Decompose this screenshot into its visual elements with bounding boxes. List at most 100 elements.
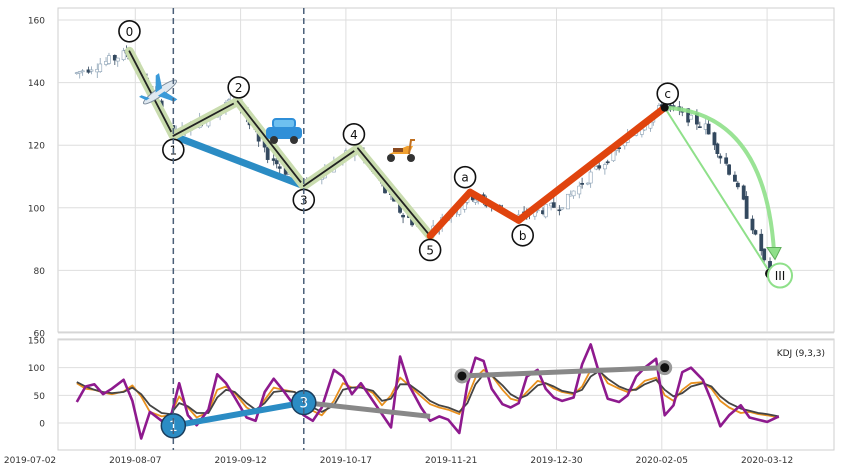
y-tick-label: 100 xyxy=(28,204,45,214)
wave-label-text: c xyxy=(664,87,671,101)
indicator-label: KDJ (9,3,3) xyxy=(777,349,825,359)
vertical-dashed-lines xyxy=(172,8,305,450)
x-tick-label: 2019-11-21 xyxy=(425,456,477,466)
candle-body xyxy=(115,57,120,62)
wave-label-circle xyxy=(418,238,442,262)
indicator-point-dot xyxy=(657,360,673,376)
impulse-wave-line xyxy=(357,147,432,237)
x-tick-label: 2020-02-05 xyxy=(636,456,688,466)
y-tick-label: 80 xyxy=(34,267,46,277)
indicator-point-dot xyxy=(454,368,470,384)
candle-body xyxy=(121,50,126,61)
wave-label-circle xyxy=(227,76,250,99)
candle-body xyxy=(759,233,764,252)
x-tick-label: 2019-09-12 xyxy=(214,456,266,466)
y-tick-label: 140 xyxy=(28,79,45,89)
candle-body xyxy=(715,143,720,154)
candle-body xyxy=(565,193,570,210)
impulse-wave-line xyxy=(172,100,239,137)
wave-labels: 012345abcIII xyxy=(118,19,794,289)
car-icon xyxy=(266,118,302,144)
wave-label-text: 4 xyxy=(350,128,358,142)
divergence-line xyxy=(169,132,308,190)
straight-arrow xyxy=(663,107,769,271)
candle-body xyxy=(277,166,282,169)
x-tick-label: 2019-08-07 xyxy=(109,456,161,466)
indicator-points: 13 xyxy=(160,360,673,439)
candle-body xyxy=(89,69,94,72)
x-tick-label: 2019-12-30 xyxy=(530,456,583,466)
candle-body xyxy=(712,132,717,146)
indicator-gridlines xyxy=(58,339,834,450)
candle-body xyxy=(735,182,740,188)
y-tick-label: 160 xyxy=(28,17,45,27)
point-c-dot xyxy=(660,103,669,112)
y-tick-label: 60 xyxy=(34,330,46,340)
candle-body xyxy=(718,155,723,159)
decorations xyxy=(139,73,415,162)
gray-top-line xyxy=(461,365,665,379)
candle-body xyxy=(98,63,103,72)
impulse-wave-line xyxy=(302,147,359,187)
candle-body xyxy=(727,164,731,175)
indicator-y-tick-labels: 0 50 100 150 xyxy=(28,337,45,430)
candle-body xyxy=(560,207,565,210)
candle-body xyxy=(588,171,593,184)
wave-label-circle xyxy=(656,82,680,105)
wave-label-circle xyxy=(118,19,141,43)
y-tick-label: 150 xyxy=(28,337,45,347)
candle-body xyxy=(112,55,117,61)
candle-body xyxy=(77,71,82,74)
candle-body xyxy=(706,123,711,135)
candle-body xyxy=(724,157,729,164)
indicator-panel-bg xyxy=(57,338,835,451)
corrective-wave-line xyxy=(426,188,474,240)
candle-body xyxy=(551,202,556,208)
main-gridlines xyxy=(58,8,834,334)
impulse-wave-line xyxy=(236,100,305,187)
x-tick-label: 2019-07-02 xyxy=(4,456,56,466)
candle-body xyxy=(762,248,767,261)
y-tick-label: 100 xyxy=(28,364,45,374)
x-tick-labels: 2019-07-02 2019-08-07 2019-09-12 2019-10-17… xyxy=(4,456,793,466)
candle-body xyxy=(585,182,590,185)
wave-label-text: a xyxy=(461,171,468,185)
candle-body xyxy=(750,218,755,231)
candle-body xyxy=(265,147,270,160)
blue-divergence-line xyxy=(172,399,305,429)
candle-body xyxy=(543,203,548,218)
arrow-head xyxy=(766,247,782,261)
y-tick-label: 0 xyxy=(39,420,45,430)
wave-label-circle xyxy=(511,224,535,247)
candle-body xyxy=(274,160,279,165)
main-panel-bg xyxy=(57,7,835,333)
candle-body xyxy=(580,182,585,185)
candle-body xyxy=(557,209,562,212)
candle-body xyxy=(107,55,111,64)
scooter-icon xyxy=(387,139,415,162)
wave-label-text: III xyxy=(775,269,786,283)
wave-label-circle xyxy=(342,123,366,146)
wave-label-text: 0 xyxy=(126,25,134,39)
candle-body xyxy=(753,230,758,235)
candle-body xyxy=(602,164,607,170)
wave-label-text: 5 xyxy=(426,243,434,257)
wave-label-circle xyxy=(453,165,477,189)
candle-body xyxy=(597,165,602,169)
wave-label-text: b xyxy=(519,229,527,243)
candle-body xyxy=(271,158,276,161)
gray-divergence-line xyxy=(303,400,431,419)
x-tick-label: 2019-10-17 xyxy=(320,456,372,466)
corrective-wave-line xyxy=(466,188,523,224)
wave-label-text: 2 xyxy=(235,81,243,95)
candle-body xyxy=(571,190,576,197)
candle-body xyxy=(744,196,749,219)
candle-body xyxy=(80,70,85,73)
y-tick-label: 50 xyxy=(34,392,46,402)
indicator-point-label: 1 xyxy=(169,419,178,435)
airplane-icon xyxy=(139,73,178,105)
candle-body xyxy=(577,185,582,195)
candle-body xyxy=(697,126,702,128)
candle-body xyxy=(689,114,693,120)
